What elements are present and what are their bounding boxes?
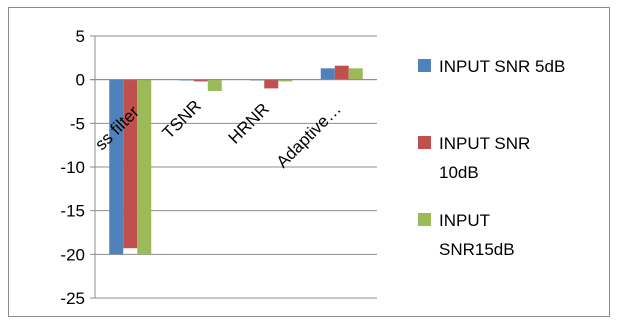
category-label: Adaptive… (273, 99, 345, 171)
bars (109, 65, 363, 255)
chart-frame (8, 7, 610, 317)
y-tick-labels: 5 0 -5 -10 -15 -20 -25 (60, 27, 85, 308)
legend-swatch-3 (418, 213, 431, 226)
legend-swatch-2 (418, 136, 431, 149)
y-tick-label: -25 (60, 289, 85, 308)
bar-2-2 (193, 79, 208, 82)
y-tick-label: -10 (60, 158, 85, 177)
bar-3-3 (278, 79, 293, 82)
y-tick-label: 0 (76, 71, 85, 90)
bar-2-3 (207, 79, 222, 92)
bar-4-2 (334, 65, 349, 80)
legend-label: INPUT SNR 5dB (439, 57, 565, 76)
bar-1-3 (137, 79, 152, 255)
y-tick-label: -20 (60, 245, 85, 264)
legend-label: 10dB (439, 163, 479, 182)
bar-4-1 (320, 68, 335, 80)
y-tick-label: -5 (70, 114, 85, 133)
bar-1-1 (109, 79, 124, 255)
legend-label: INPUT SNR (439, 134, 530, 153)
legend-swatch-1 (418, 59, 431, 72)
bar-3-2 (264, 79, 279, 89)
legend-label: INPUT (439, 211, 490, 230)
legend-label: SNR15dB (439, 240, 515, 259)
category-label: TSNR (159, 96, 205, 142)
bar-1-2 (123, 79, 138, 249)
bar-4-3 (348, 68, 363, 80)
y-tick-label: 5 (76, 27, 85, 46)
y-tick-label: -15 (60, 202, 85, 221)
legend: INPUT SNR 5dB INPUT SNR 10dB INPUT SNR15dB (418, 57, 565, 259)
axes (90, 36, 377, 298)
